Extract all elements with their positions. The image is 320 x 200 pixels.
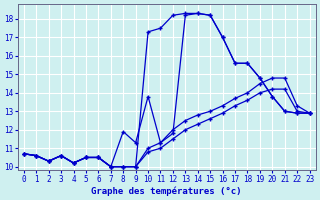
X-axis label: Graphe des températures (°c): Graphe des températures (°c): [92, 186, 242, 196]
